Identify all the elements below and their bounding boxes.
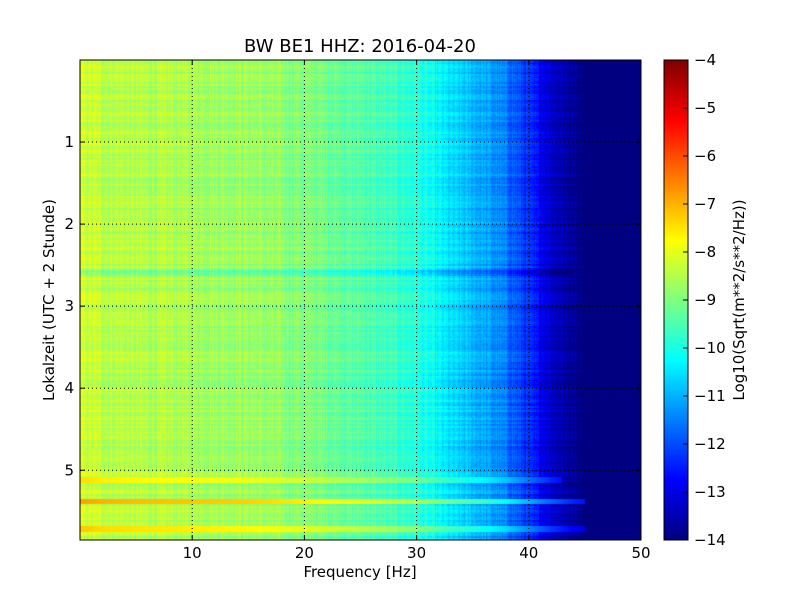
y-tick-label: 1 [64,133,74,151]
x-axis-ticks: 10 20 30 40 50 [183,60,651,562]
y-tick-label: 4 [64,379,74,397]
colorbar-tick-label: −5 [694,99,716,117]
x-tick-label: 50 [631,544,650,562]
x-tick-label: 20 [295,544,314,562]
colorbar-tick-label: −9 [694,291,716,309]
x-tick-label: 10 [183,544,202,562]
colorbar-label: Log10(Sqrt(m**2/s**2/Hz)) [730,199,748,400]
colorbar-tick-label: −4 [694,51,716,69]
y-axis-label: Lokalzeit (UTC + 2 Stunde) [40,199,58,401]
grid [80,60,642,540]
x-tick-label: 40 [519,544,538,562]
x-axis-label: Frequency [Hz] [303,563,416,581]
colorbar-tick-label: −8 [694,243,716,261]
y-tick-label: 5 [64,461,74,479]
chart-title: BW BE1 HHZ: 2016-04-20 [244,36,476,57]
y-tick-label: 3 [64,297,74,315]
y-tick-label: 2 [64,215,74,233]
colorbar-tick-label: −13 [694,483,726,501]
colorbar-tick-label: −7 [694,195,716,213]
x-tick-label: 30 [407,544,426,562]
colorbar-tick-label: −11 [694,387,726,405]
colorbar-ticks: −4 −5 −6 −7 −8 −9 −10 −11 −12 −13 −14 [683,51,726,549]
colorbar-tick-label: −14 [694,531,726,549]
colorbar-tick-label: −12 [694,435,726,453]
spectrogram-heatmap [80,60,641,540]
plot-frame [79,59,642,541]
colorbar-tick-label: −10 [694,339,726,357]
colorbar-tick-label: −6 [694,147,716,165]
y-axis-ticks: 1 2 3 4 5 [64,133,641,479]
